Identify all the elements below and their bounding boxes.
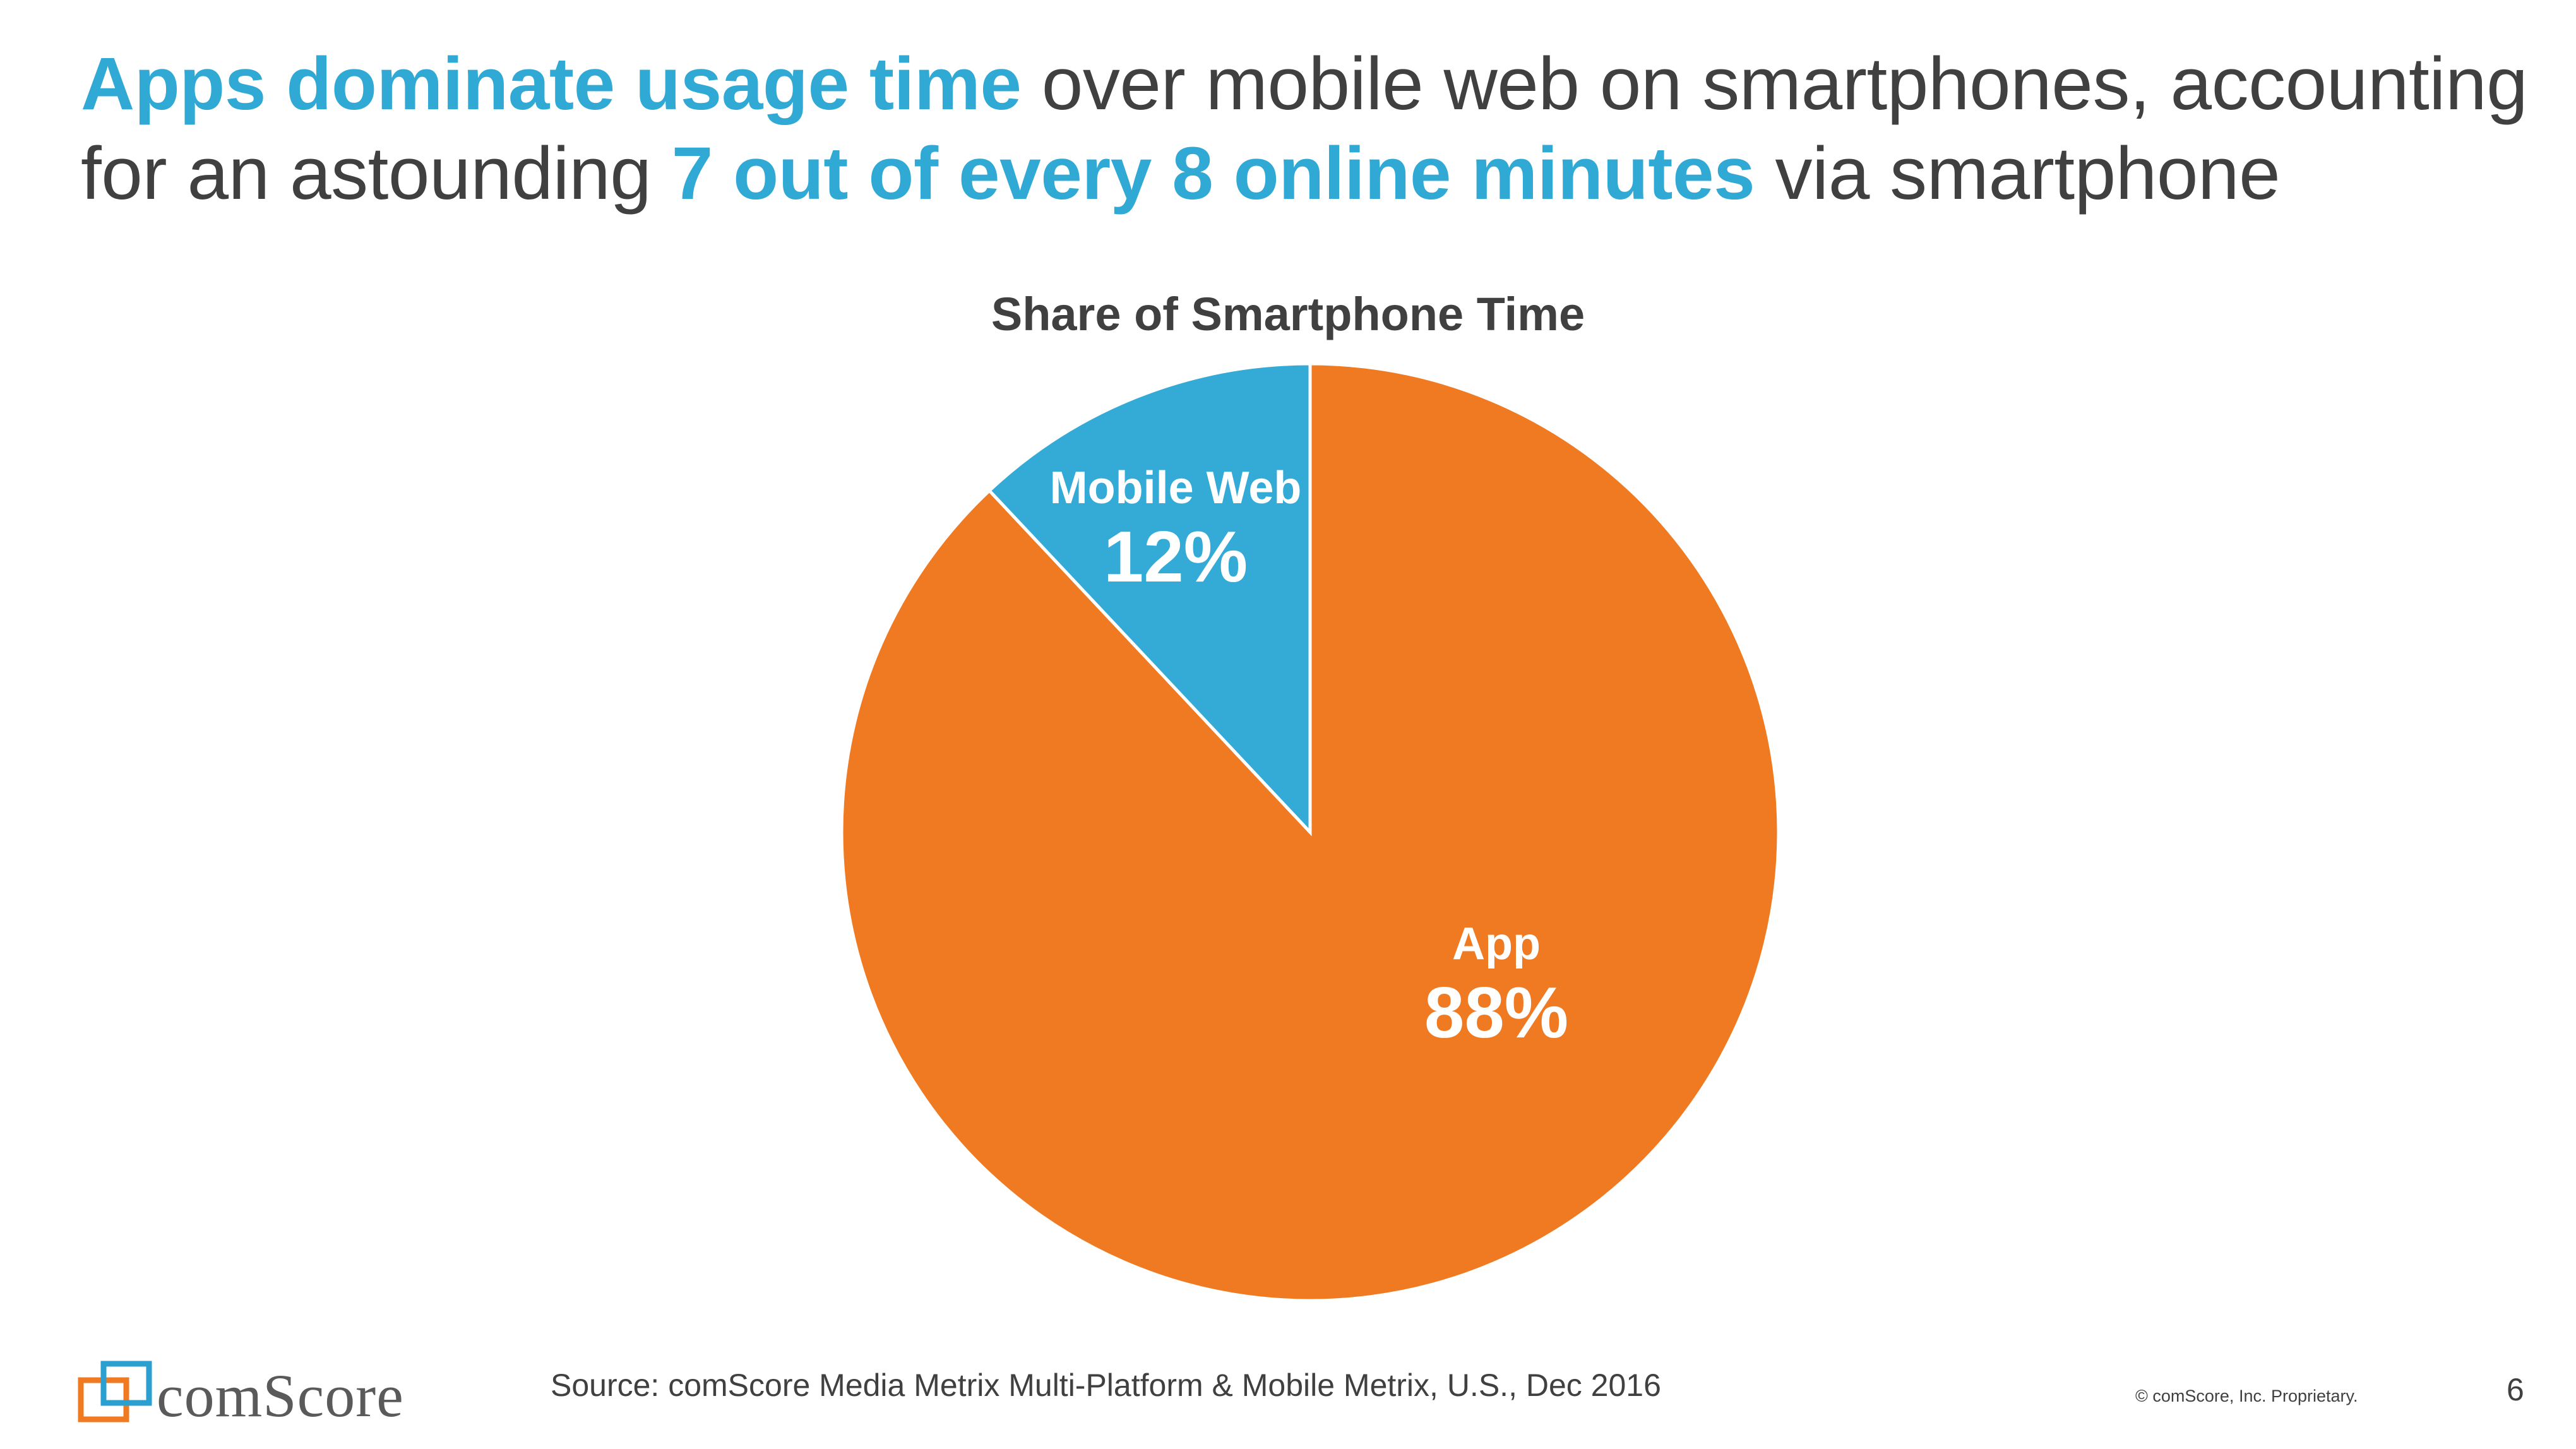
pie-slice-mobile-web [987, 362, 1312, 837]
comscore-logo-icon [78, 1361, 152, 1422]
logo-text: comScore [157, 1362, 404, 1429]
headline-highlight-2: 7 out of every 8 online minutes [671, 132, 1755, 215]
page-number: 6 [2507, 1372, 2524, 1407]
headline-text-1: over mobile web on smartphones, accounti… [1021, 42, 2528, 126]
headline-text-3: via smartphone [1755, 132, 2281, 215]
slice-value-mobile-web: 12% [1103, 517, 1248, 597]
slice-label-app: App 88% [1424, 915, 1568, 1054]
slice-name-mobile-web: Mobile Web [1049, 463, 1302, 513]
slice-name-app: App [1452, 919, 1541, 969]
chart-title: Share of Smartphone Time [991, 288, 1585, 340]
page-title: Apps dominate usage time over mobile web… [81, 39, 2531, 218]
headline-text-2: for an astounding [81, 132, 672, 215]
slice-label-mobile-web: Mobile Web 12% [1050, 460, 1302, 599]
slice-value-app: 88% [1424, 973, 1569, 1053]
source-note: Source: comScore Media Metrix Multi-Plat… [551, 1368, 1661, 1403]
copyright-note: © comScore, Inc. Proprietary. [2135, 1386, 2358, 1405]
headline-highlight-1: Apps dominate usage time [81, 42, 1022, 126]
